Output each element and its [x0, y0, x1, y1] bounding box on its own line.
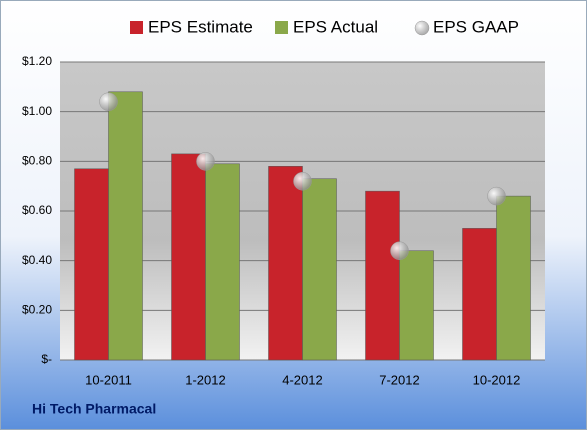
bar — [496, 195, 531, 361]
bar — [171, 153, 206, 361]
bar — [365, 190, 400, 361]
bar — [74, 168, 109, 361]
bar — [205, 163, 240, 361]
bar — [399, 250, 434, 361]
legend-label: EPS Actual — [293, 17, 378, 36]
x-tick-label: 10-2012 — [473, 372, 521, 387]
x-tick-label: 10-2011 — [85, 372, 132, 387]
legend-marker — [275, 21, 288, 34]
y-tick-label: $0.40 — [22, 253, 52, 267]
marker — [487, 186, 506, 206]
legend-label: EPS GAAP — [433, 17, 519, 36]
y-tick-label: $1.00 — [22, 104, 52, 118]
marker — [99, 92, 118, 111]
x-tick-label: 7-2012 — [379, 372, 419, 387]
x-tick-label: 4-2012 — [282, 372, 322, 387]
bar — [268, 166, 303, 361]
bar — [302, 178, 337, 361]
legend-marker — [130, 21, 143, 34]
bar — [462, 228, 497, 361]
marker — [196, 152, 215, 171]
x-tick-label: 1-2012 — [185, 372, 225, 387]
y-tick-label: $- — [41, 352, 52, 366]
bar — [108, 91, 143, 361]
marker — [390, 241, 409, 260]
marker — [293, 171, 312, 191]
y-tick-label: $0.60 — [22, 203, 52, 217]
y-tick-label: $0.80 — [22, 154, 52, 168]
y-tick-label: $0.20 — [22, 303, 52, 317]
footer: Hi Tech Pharmacal — [32, 401, 156, 417]
legend-marker — [414, 20, 430, 36]
legend-label: EPS Estimate — [148, 17, 253, 36]
y-tick-label: $1.20 — [22, 54, 52, 68]
